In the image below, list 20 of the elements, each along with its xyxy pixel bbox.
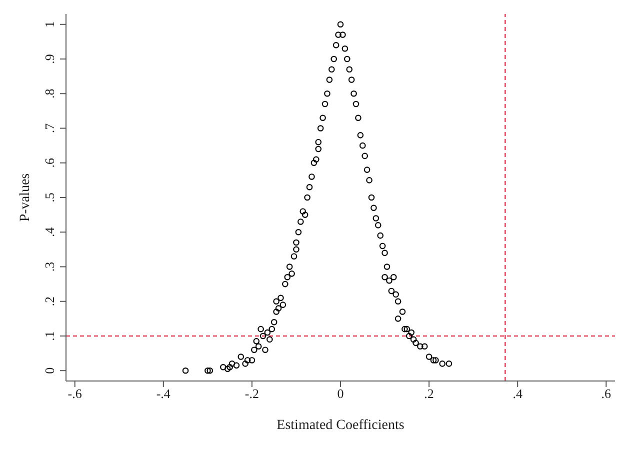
y-tick-label: .8 xyxy=(42,88,57,99)
x-tick-label: -.4 xyxy=(156,386,171,402)
y-tick-label: .6 xyxy=(42,158,57,168)
y-tick-label: 0 xyxy=(42,367,57,374)
y-tick-label: .4 xyxy=(42,226,57,237)
x-tick-label: -.6 xyxy=(68,386,82,402)
x-tick-label: .4 xyxy=(512,386,523,402)
y-tick-label: .1 xyxy=(42,331,57,341)
x-tick-label: 0 xyxy=(337,386,344,402)
y-tick-label: 1 xyxy=(42,21,57,28)
x-tick-label: .2 xyxy=(424,386,434,402)
y-tick-label: .3 xyxy=(42,262,57,272)
y-tick-label: .5 xyxy=(42,192,57,202)
x-axis-title: Estimated Coefficients xyxy=(276,418,404,433)
x-tick-label: .6 xyxy=(601,386,612,402)
y-tick-label: .9 xyxy=(42,54,57,64)
y-tick-label: .2 xyxy=(42,296,57,306)
x-tick-label: -.2 xyxy=(244,386,259,402)
y-tick-label: .7 xyxy=(42,122,57,134)
y-axis-title: P-values xyxy=(18,173,33,222)
